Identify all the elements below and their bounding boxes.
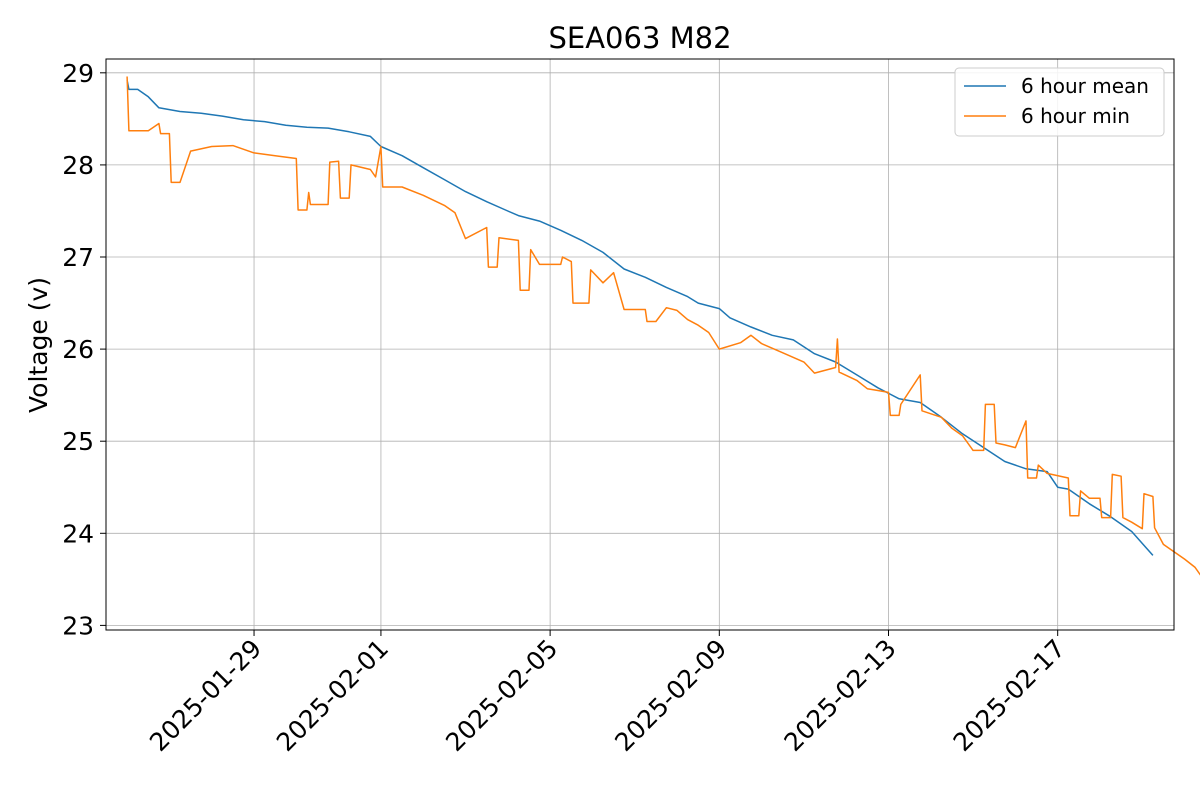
x-tick-label: 2025-01-29	[144, 634, 267, 757]
series-line-min	[126, 76, 1200, 576]
legend-box	[954, 67, 1165, 137]
x-tick-label: 2025-02-09	[609, 634, 732, 757]
x-axis-ticks: 2025-01-29 2025-02-01 2025-02-05 2025-02-09…	[144, 630, 1071, 757]
x-tick-label: 2025-02-05	[440, 634, 563, 757]
y-tick-label: 29	[62, 59, 94, 88]
chart-title: SEA063 M82	[548, 21, 731, 55]
x-tick-label: 2025-02-13	[778, 634, 901, 757]
y-axis-title: Voltage (v)	[24, 277, 53, 413]
legend: 6 hour mean 6 hour min	[954, 67, 1165, 137]
y-tick-label: 24	[62, 519, 94, 548]
series-layer	[126, 76, 1200, 576]
legend-label-mean: 6 hour mean	[1021, 74, 1149, 98]
plot-frame	[105, 58, 1175, 631]
series-line-mean	[126, 80, 1154, 556]
x-tick-label: 2025-02-17	[948, 634, 1071, 757]
y-tick-label: 27	[62, 243, 94, 272]
x-tick-label: 2025-02-01	[271, 634, 394, 757]
grid	[106, 59, 1174, 630]
y-tick-label: 23	[62, 611, 94, 640]
y-tick-label: 26	[62, 335, 94, 364]
y-axis-ticks: 23 24 25 26 27 28 29	[62, 59, 106, 640]
legend-label-min: 6 hour min	[1021, 104, 1130, 128]
y-tick-label: 25	[62, 427, 94, 456]
y-tick-label: 28	[62, 151, 94, 180]
